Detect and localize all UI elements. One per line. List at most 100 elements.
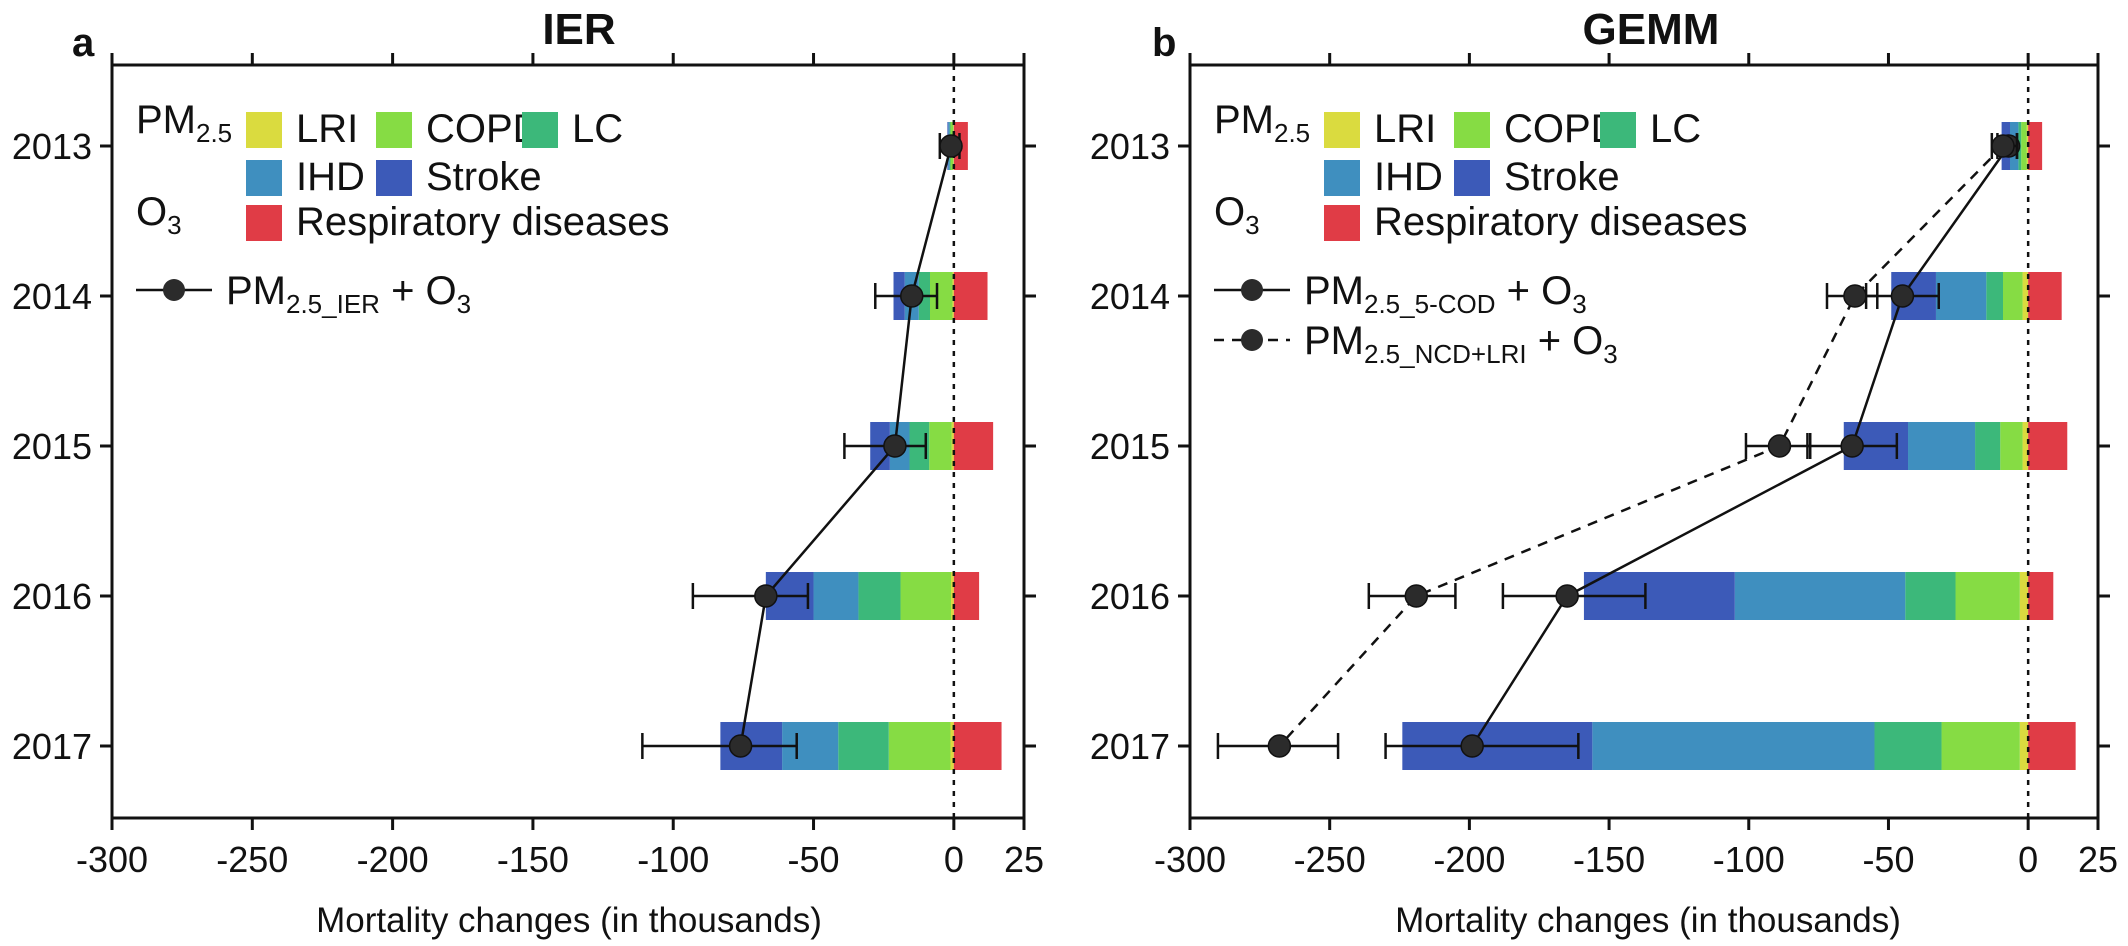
bar-2014-respiratory-diseases <box>2028 272 2062 320</box>
legend-pm25-label: PM2.5 <box>136 98 232 148</box>
legend-line-label-part-tail_sub: 3 <box>1572 289 1586 319</box>
panel-a-x-axis-label: Mortality changes (in thousands) <box>316 901 822 940</box>
x-tick-label: -250 <box>216 839 288 880</box>
x-tick-label: -150 <box>497 839 569 880</box>
bar-2015-copd <box>929 422 952 470</box>
bar-2017-lri <box>950 722 954 770</box>
legend-line-label-part-sub: 2.5_5-COD <box>1364 289 1496 319</box>
legend-pm25-main: PM <box>136 98 196 142</box>
legend-label-stroke: Stroke <box>426 155 542 199</box>
legend-marker-2 <box>1241 329 1263 351</box>
legend-pm25-main: PM <box>1214 98 1274 142</box>
bar-2013-respiratory-diseases <box>2028 122 2043 170</box>
y-tick-label: 2016 <box>12 576 92 617</box>
x-tick-label: -100 <box>637 839 709 880</box>
data-point-1-2014 <box>1890 284 1915 308</box>
legend-swatch-copd <box>1454 112 1490 148</box>
legend-label-resp: Respiratory diseases <box>1374 200 1748 244</box>
panel-a: a IER -300 -250 -200 -150 -100 -50 0 25 2013 2014… <box>12 5 1044 940</box>
bar-2015-lri <box>951 422 954 470</box>
legend-line-label-1: PM2.5_5-COD + O3 <box>1304 269 1587 319</box>
legend-pm25-label: PM2.5 <box>1214 98 1310 148</box>
legend-swatch-lc <box>1600 112 1636 148</box>
panel-a-letter: a <box>72 21 95 65</box>
bar-2016-lri <box>951 572 954 620</box>
x-tick-label: -50 <box>1862 839 1914 880</box>
panel-a-plot-area: -300 -250 -200 -150 -100 -50 0 25 2013 2014 2015 20… <box>12 53 1044 880</box>
legend-pm25-sub: 2.5 <box>196 118 232 148</box>
legend-line-label-part-tail: + O <box>1527 319 1604 363</box>
legend-swatch-resp <box>1324 205 1360 241</box>
y-tick-label: 2015 <box>1090 426 1170 467</box>
legend-label-ihd: IHD <box>296 155 365 199</box>
bar-2014-respiratory-diseases <box>953 272 988 320</box>
bar-2017-lc <box>1874 722 1942 770</box>
bar-2016-lri <box>2019 572 2029 620</box>
legend-swatch-lri <box>246 112 282 148</box>
data-point-1-2017 <box>1460 734 1484 758</box>
data-point-1-2016 <box>1555 584 1579 608</box>
bar-2017-copd <box>1941 722 2020 770</box>
y-tick-label: 2013 <box>1090 126 1170 167</box>
x-tick-label: 25 <box>1004 839 1044 880</box>
data-point-2-2017 <box>1267 734 1292 758</box>
bar-2016-copd <box>1955 572 2020 620</box>
legend-line-label-2: PM2.5_NCD+LRI + O3 <box>1304 319 1618 369</box>
legend-swatch-lc <box>522 112 558 148</box>
legend-label-lc: LC <box>572 107 623 151</box>
legend-o3-label: O3 <box>1214 190 1260 240</box>
bar-2016-copd <box>900 572 952 620</box>
legend-swatch-ihd <box>246 160 282 196</box>
bar-2013-copd <box>2021 122 2027 170</box>
bar-2016-ihd <box>813 572 859 620</box>
legend-o3-label: O3 <box>136 190 182 240</box>
legend-line-label-part-main: PM <box>1304 319 1364 363</box>
bar-2016-respiratory-diseases <box>953 572 980 620</box>
legend-label-stroke: Stroke <box>1504 155 1620 199</box>
x-tick-label: -200 <box>357 839 429 880</box>
x-tick-label: 0 <box>944 839 964 880</box>
legend-swatch-resp <box>246 205 282 241</box>
bar-2014-lri <box>2022 272 2029 320</box>
data-point-1-2015 <box>883 434 907 458</box>
x-tick-label: 0 <box>2018 839 2038 880</box>
x-tick-label: -250 <box>1294 839 1366 880</box>
bar-2014-copd <box>2003 272 2023 320</box>
legend-label-resp: Respiratory diseases <box>296 200 670 244</box>
data-point-2-2015 <box>1767 434 1792 458</box>
legend-line-label-part-tail: + O <box>380 269 457 313</box>
legend-pm25-sub: 2.5 <box>1274 118 1310 148</box>
data-point-2-2013 <box>1991 134 2015 158</box>
bar-2015-copd <box>2000 422 2023 470</box>
data-point-1-2015 <box>1840 434 1864 458</box>
bar-2017-lri <box>2019 722 2029 770</box>
legend-label-lc: LC <box>1650 107 1701 151</box>
x-tick-label: -200 <box>1433 839 1505 880</box>
bar-2014-lc <box>1986 272 2004 320</box>
bar-2016-lc <box>858 572 901 620</box>
y-tick-label: 2015 <box>12 426 92 467</box>
legend-line-label-part-main: PM <box>1304 269 1364 313</box>
data-point-1-2013 <box>939 134 963 158</box>
data-point-2-2016 <box>1404 584 1429 608</box>
legend-swatch-ihd <box>1324 160 1360 196</box>
bar-2017-lc <box>838 722 889 770</box>
panel-b: b GEMM -300 -250 -200 -150 -100 -50 0 25 2013 201… <box>1090 5 2118 940</box>
legend-line-label-part-sub: 2.5_NCD+LRI <box>1364 339 1527 369</box>
bar-2017-ihd <box>1592 722 1875 770</box>
bar-2015-respiratory-diseases <box>2028 422 2068 470</box>
legend-line-label-part-main: PM <box>226 269 286 313</box>
legend-line-label-part-sub: 2.5_IER <box>286 289 380 319</box>
legend-o3-main: O <box>1214 190 1245 234</box>
y-tick-label: 2013 <box>12 126 92 167</box>
y-tick-label: 2014 <box>1090 276 1170 317</box>
panel-b-plot-area: -300 -250 -200 -150 -100 -50 0 25 2013 2014 2015 20… <box>1090 53 2118 880</box>
legend-swatch-copd <box>376 112 412 148</box>
legend-marker-1 <box>163 279 185 301</box>
legend-label-lri: LRI <box>296 107 358 151</box>
legend-o3-main: O <box>136 190 167 234</box>
x-tick-label: -50 <box>788 839 840 880</box>
x-tick-label: -300 <box>1154 839 1226 880</box>
legend-label-ihd: IHD <box>1374 155 1443 199</box>
